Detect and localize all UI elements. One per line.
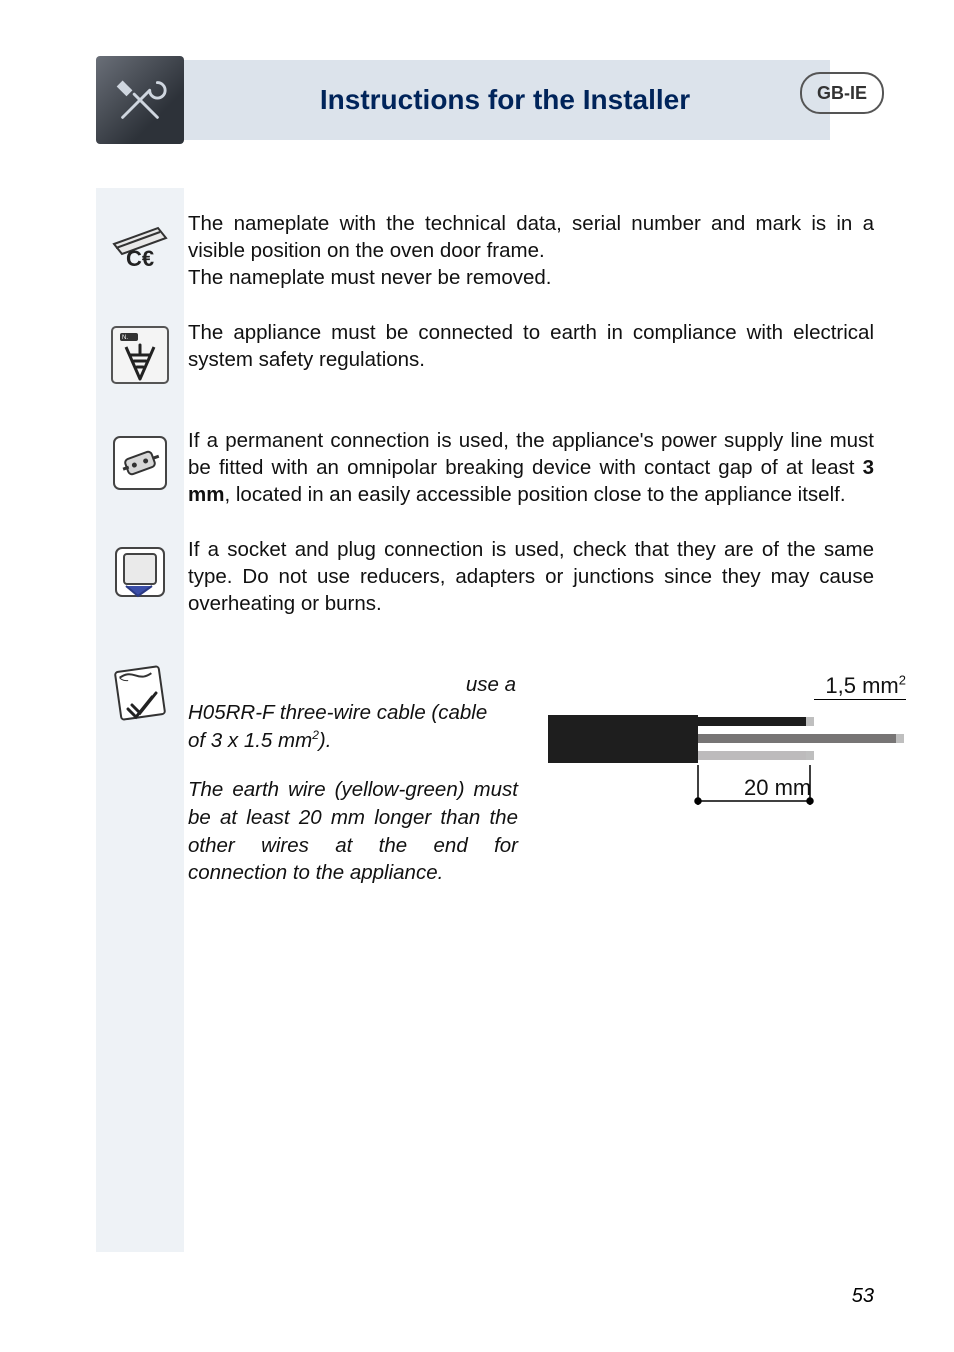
cable-l1b: H05RR-F three-wire cable (cable — [188, 701, 487, 724]
earth-icon: N. — [108, 323, 172, 387]
gauge-pre: 1,5 mm — [825, 673, 898, 698]
permanent-pre: If a permanent connection is used, the a… — [188, 429, 874, 479]
cable-note-icon — [108, 661, 172, 725]
length-label: 20 mm — [744, 773, 811, 802]
gauge-sup: 2 — [899, 673, 906, 688]
cable-p2: The earth wire (yellow-green) must be at… — [188, 776, 518, 887]
gauge-underline — [814, 699, 906, 700]
page-number: 53 — [852, 1285, 874, 1308]
svg-text:C€: C€ — [126, 246, 154, 271]
nameplate-text-2: The nameplate must never be removed. — [188, 264, 874, 291]
cable-l1c-post: ). — [319, 729, 332, 752]
socket-text: If a socket and plug connection is used,… — [188, 536, 874, 617]
locale-badge: GB-IE — [800, 72, 884, 114]
socket-icon — [108, 540, 172, 604]
gauge-label: 1,5 mm2 — [825, 671, 906, 700]
earth-text: The appliance must be connected to earth… — [188, 319, 874, 373]
cable-text-block: use a H05RR-F three-wire cable (cable of… — [188, 671, 518, 887]
section-permanent: If a permanent connection is used, the a… — [96, 427, 874, 508]
installer-tools-icon — [96, 56, 184, 144]
section-socket: If a socket and plug connection is used,… — [96, 536, 874, 617]
nameplate-text-1: The nameplate with the technical data, s… — [188, 210, 874, 264]
section-cable: use a H05RR-F three-wire cable (cable of… — [96, 657, 874, 887]
section-earth: N. The appliance must be connected to ea… — [96, 319, 874, 387]
permanent-post: , located in an easily accessible positi… — [224, 483, 845, 506]
nameplate-icon: C€ — [108, 214, 172, 278]
section-nameplate: C€ The nameplate with the technical data… — [96, 210, 874, 291]
breaker-icon — [108, 431, 172, 495]
cable-l1a: use a — [466, 673, 516, 696]
wire-svg — [548, 705, 908, 815]
cable-l1c-pre: of 3 x 1.5 mm — [188, 729, 312, 752]
permanent-text: If a permanent connection is used, the a… — [184, 427, 874, 508]
svg-text:N.: N. — [122, 335, 128, 341]
page-title: Instructions for the Installer — [320, 84, 690, 116]
header-bar: Instructions for the Installer — [180, 60, 830, 140]
cable-l1c-sup: 2 — [312, 728, 319, 742]
